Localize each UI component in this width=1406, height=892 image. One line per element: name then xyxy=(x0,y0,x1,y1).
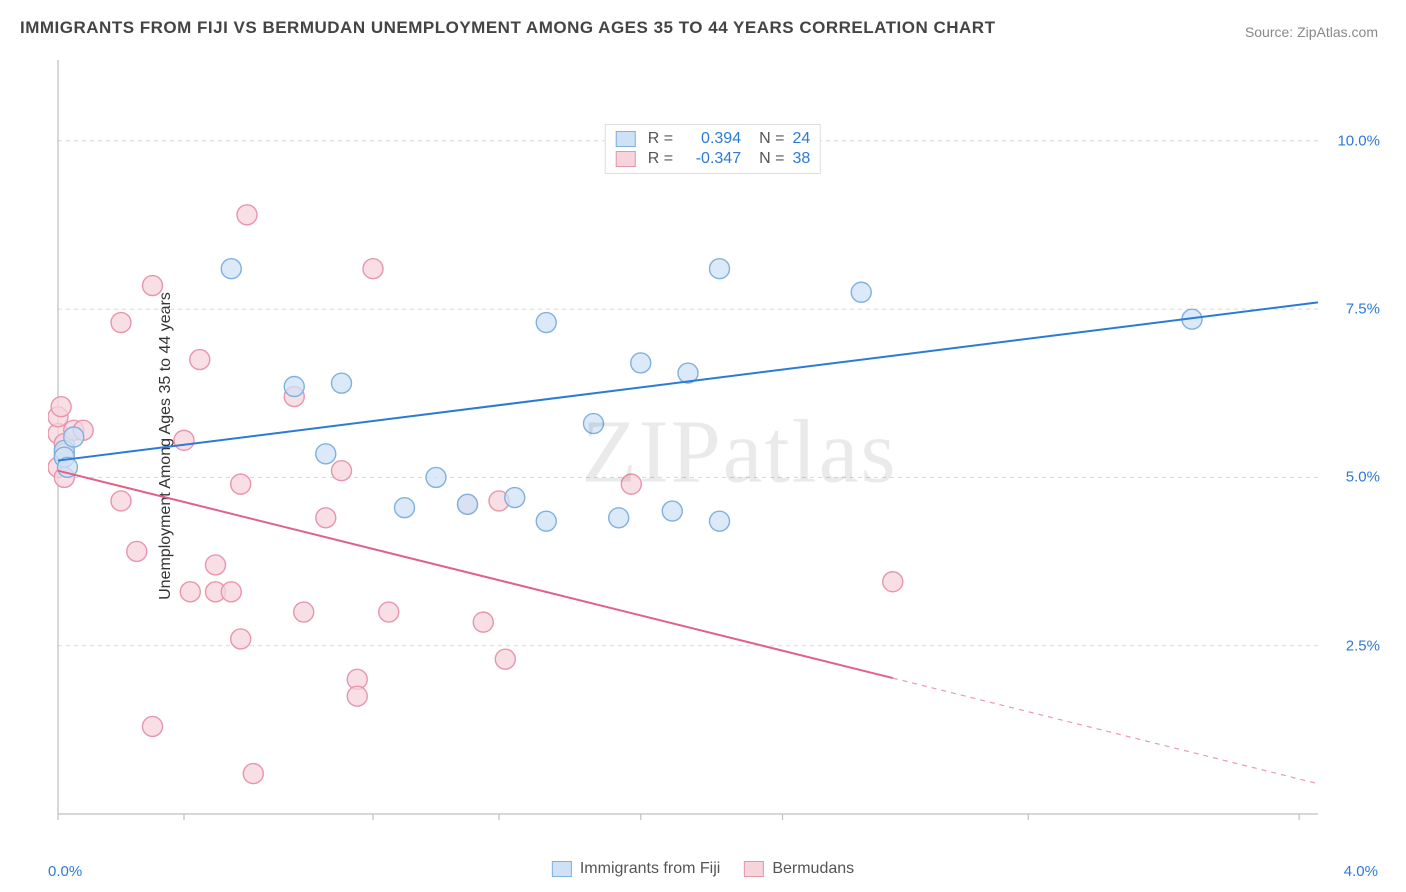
legend-swatch xyxy=(552,861,572,877)
correlation-legend: R = 0.394 N = 24 R = -0.347 N = 38 xyxy=(605,124,821,174)
chart-svg xyxy=(48,60,1378,844)
n-value: 38 xyxy=(792,150,810,168)
legend-label: Bermudans xyxy=(772,860,854,878)
r-value: -0.347 xyxy=(681,150,741,168)
y-tick-label: 2.5% xyxy=(1346,637,1380,654)
x-axis-min-label: 0.0% xyxy=(48,863,82,880)
r-label: R = xyxy=(648,130,673,148)
r-label: R = xyxy=(648,150,673,168)
n-value: 24 xyxy=(792,130,810,148)
r-value: 0.394 xyxy=(681,130,741,148)
legend-row: R = -0.347 N = 38 xyxy=(616,149,810,169)
y-tick-label: 7.5% xyxy=(1346,301,1380,318)
legend-swatch xyxy=(744,861,764,877)
x-axis-max-label: 4.0% xyxy=(1344,863,1378,880)
legend-swatch xyxy=(616,151,636,167)
series-legend: Immigrants from Fiji Bermudans xyxy=(552,860,854,878)
legend-item: Immigrants from Fiji xyxy=(552,860,720,878)
y-tick-label: 5.0% xyxy=(1346,469,1380,486)
n-label: N = xyxy=(759,150,784,168)
legend-swatch xyxy=(616,131,636,147)
n-label: N = xyxy=(759,130,784,148)
legend-item: Bermudans xyxy=(744,860,854,878)
y-tick-label: 10.0% xyxy=(1337,132,1380,149)
legend-row: R = 0.394 N = 24 xyxy=(616,129,810,149)
source-label: Source: ZipAtlas.com xyxy=(1245,24,1378,40)
chart-title: IMMIGRANTS FROM FIJI VS BERMUDAN UNEMPLO… xyxy=(20,18,995,38)
chart-area: ZIPatlas R =0.394N =24R =-0.347N =38 2.5… xyxy=(48,60,1378,844)
legend-label: Immigrants from Fiji xyxy=(580,860,720,878)
